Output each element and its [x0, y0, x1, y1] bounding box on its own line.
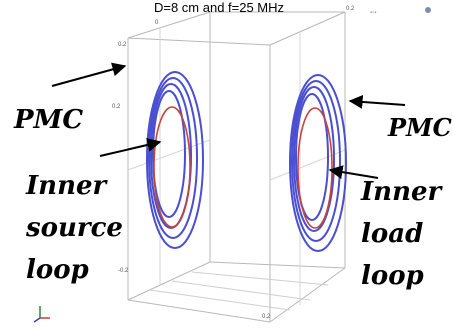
label-inner-source-line-1: Inner: [25, 171, 109, 201]
source-outer-ring-3: [150, 83, 192, 229]
tick-left-top: 0.2: [118, 42, 127, 48]
label-inner-source: Inner source loop: [25, 171, 123, 285]
load-loop-group: [289, 74, 347, 252]
axis-triad-icon: [33, 306, 50, 323]
tick-left-bottom: -0.2: [118, 268, 129, 274]
arrow-inner-source: [99, 138, 162, 157]
label-inner-load: Inner load loop: [360, 177, 444, 291]
label-inner-load-line-3: loop: [361, 261, 424, 291]
source-outer-ring-4: [152, 90, 186, 218]
tick-top-center: 0: [155, 20, 159, 26]
bounding-box-frame: [127, 11, 346, 323]
label-pmc-left: PMC: [13, 105, 83, 135]
pointer-arrows: [51, 62, 406, 179]
source-outer-ring-2: [148, 77, 198, 239]
svg-text:▪▫▪: ▪▫▪: [370, 10, 376, 16]
tick-bottom-mid: 0.2: [262, 314, 271, 320]
arrow-pmc-left: [51, 62, 127, 87]
axis-ticks: 0.2 0.2 -0.2 0 0.2 0.2: [112, 6, 355, 320]
label-inner-load-line-2: load: [361, 219, 423, 249]
load-outer-ring-4: [295, 93, 329, 221]
label-pmc-right: PMC: [387, 113, 452, 142]
source-outer-ring-1: [146, 71, 204, 249]
arrow-inner-load: [328, 165, 379, 179]
source-loop-group: [146, 71, 204, 249]
arrow-pmc-right: [348, 94, 406, 109]
load-outer-ring-2: [291, 80, 341, 242]
load-outer-ring-3: [293, 86, 335, 232]
logo-icon: ▪▫▪: [370, 7, 431, 16]
label-inner-load-line-1: Inner: [360, 177, 444, 207]
source-inner-loop: [153, 106, 191, 228]
figure-title: D=8 cm and f=25 MHz: [154, 0, 284, 15]
label-inner-source-line-3: loop: [26, 255, 89, 285]
tick-right-top: 0.2: [346, 6, 355, 12]
tick-left-mid: 0.2: [112, 104, 121, 110]
label-inner-source-line-2: source: [25, 213, 123, 243]
load-outer-ring-1: [289, 74, 347, 252]
